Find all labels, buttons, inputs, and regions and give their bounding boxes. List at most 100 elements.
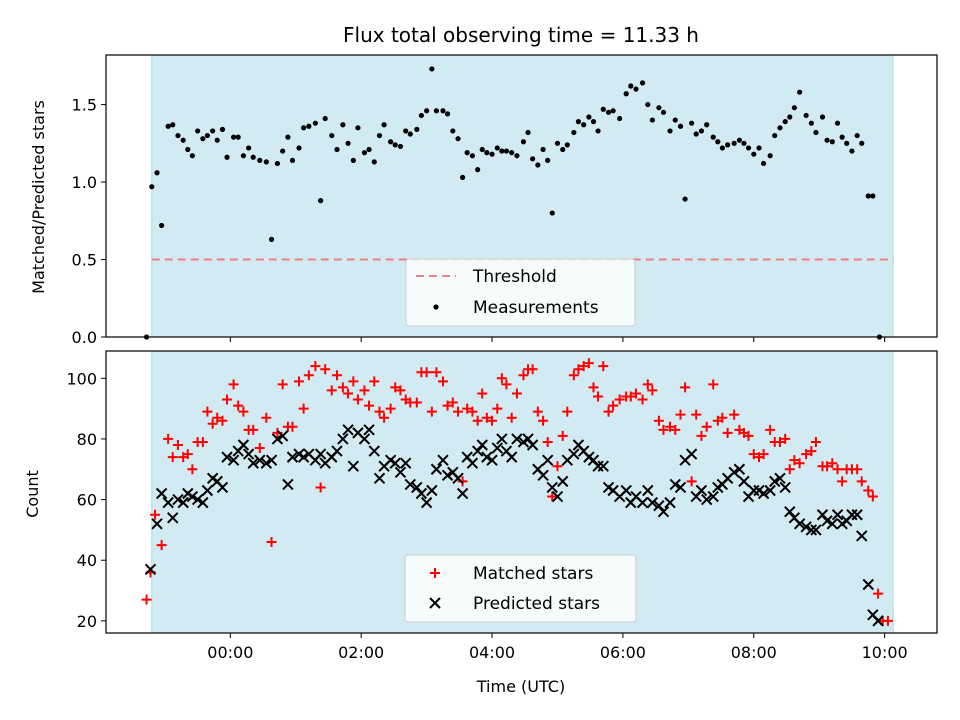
matched-star-point: [331, 370, 342, 381]
matched-star-point: [547, 491, 558, 502]
measurement-point: [296, 145, 302, 151]
matched-star-point: [675, 409, 686, 420]
predicted-star-point: [471, 445, 484, 457]
matched-star-point: [163, 433, 174, 444]
predicted-star-point: [491, 442, 503, 454]
top-legend-box: [405, 258, 636, 327]
predicted-star-point: [260, 457, 273, 469]
measurement-point: [322, 115, 328, 122]
matched-star-point: [653, 415, 664, 426]
measurement-point: [672, 117, 678, 123]
predicted-star-point: [728, 466, 740, 478]
measurement-point: [361, 150, 368, 156]
measurement-point: [514, 153, 520, 159]
measurement-point: [240, 153, 247, 159]
count-plot-area: 20 40 60 80 100 00:00 02:00 04:00 06:00 08:00 10:0…: [66, 350, 938, 662]
predicted-star-point: [707, 490, 719, 503]
bottom-ytick-label: 100: [66, 369, 97, 388]
measurement-point: [407, 131, 413, 137]
measurement-point: [210, 128, 216, 134]
measurement-point: [280, 148, 286, 154]
predicted-star-point: [227, 454, 240, 466]
top-axes-frame: [105, 54, 938, 338]
matched-star-point: [462, 403, 473, 414]
matched-star-point: [603, 406, 614, 417]
matched-star-point: [467, 406, 478, 417]
bottom-legend-box: [404, 554, 637, 623]
measurement-point: [865, 193, 871, 199]
predicted-star-point: [314, 448, 327, 460]
measurement-point: [301, 125, 307, 131]
predicted-star-point: [286, 451, 299, 463]
measurement-point: [397, 143, 404, 150]
measurement-point: [639, 80, 646, 86]
predicted-star-point: [430, 463, 443, 475]
measurement-point: [366, 146, 372, 153]
measurement-point: [590, 119, 597, 125]
matched-star-point: [670, 424, 681, 435]
matched-star-point: [477, 388, 488, 399]
matched-star-point: [852, 464, 863, 475]
measurement-point: [761, 160, 767, 167]
matched-star-point: [437, 376, 448, 387]
matched-star-point: [379, 412, 390, 423]
measurement-point: [751, 151, 757, 157]
predicted-star-point: [784, 506, 796, 518]
bottom-ytick-label: 80: [77, 430, 97, 449]
matched-star-point: [701, 421, 712, 432]
matched-star-point: [665, 421, 676, 432]
measurement-point: [235, 134, 241, 140]
predicted-star-point: [420, 496, 433, 509]
bottom-legend: Matched stars Predicted stars: [404, 554, 637, 623]
measurement-point: [731, 140, 737, 146]
matched-star-point: [562, 406, 573, 417]
measurement-point: [414, 126, 420, 132]
matched-star-point: [810, 436, 821, 447]
matched-star-point: [583, 358, 594, 369]
predicted-star-point: [466, 457, 479, 469]
predicted-star-point: [337, 433, 349, 445]
legend-matched-swatch: [430, 568, 440, 578]
measurement-point: [525, 129, 531, 136]
matched-star-point: [557, 430, 568, 441]
predicted-star-point: [646, 496, 659, 509]
predicted-star-point: [271, 433, 284, 445]
measurement-point: [710, 134, 716, 140]
predicted-star-point: [568, 448, 580, 460]
measurement-point: [839, 134, 845, 140]
predicted-star-point: [221, 451, 233, 463]
measurement-point: [424, 108, 430, 114]
measurement-point: [617, 115, 623, 122]
measurement-point: [796, 89, 803, 95]
matched-star-point: [156, 540, 167, 551]
matched-star-point: [487, 415, 498, 426]
measurement-point: [165, 123, 171, 129]
predicted-star-point: [862, 578, 875, 591]
measurement-point: [499, 148, 505, 154]
matched-star-point: [492, 403, 503, 414]
predicted-star-point: [551, 490, 564, 503]
matched-star-point: [717, 412, 728, 423]
measurement-point: [204, 132, 211, 139]
matched-star-point: [598, 361, 609, 372]
measurement-point: [745, 145, 752, 151]
measurement-point: [149, 184, 155, 190]
predicted-star-point: [695, 484, 708, 497]
measurement-point: [586, 114, 592, 120]
measurement-point: [195, 128, 201, 134]
legend-predicted-label: Predicted stars: [473, 594, 600, 614]
measurement-point: [595, 128, 601, 134]
predicted-star-point: [821, 515, 833, 527]
predicted-star-point: [620, 484, 632, 497]
measurement-point: [649, 117, 655, 123]
predicted-star-point: [437, 454, 449, 466]
measurement-point: [870, 193, 876, 199]
measurement-point: [520, 139, 527, 145]
predicted-star-point: [846, 509, 858, 521]
matched-star-point: [187, 464, 198, 475]
matched-star-point: [303, 370, 314, 381]
measurement-point: [257, 157, 263, 163]
matched-star-point: [578, 361, 589, 372]
legend-threshold-label: Threshold: [472, 267, 557, 287]
predicted-star-point: [537, 469, 549, 482]
